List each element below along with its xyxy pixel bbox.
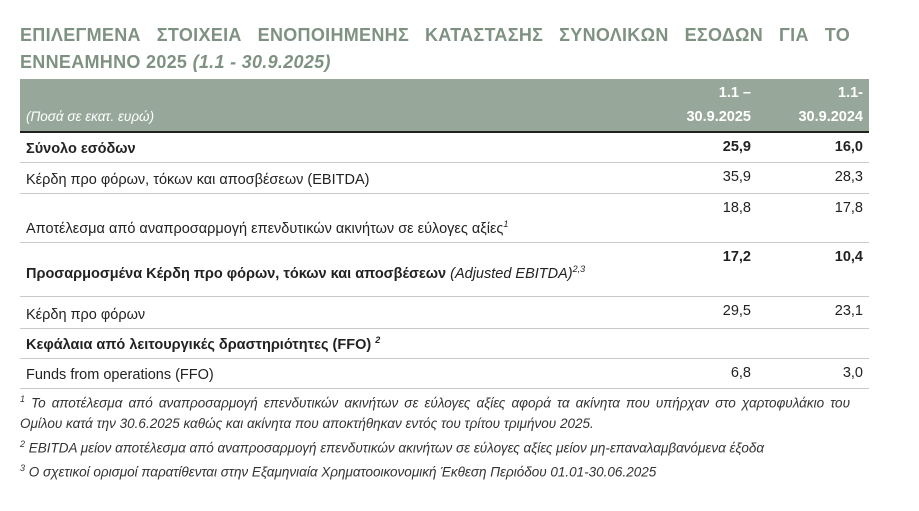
footnotes: 1 Το αποτέλεσμα από αναπροσαρμογή επενδυ…	[20, 389, 850, 483]
footnote-2: 2 EBITDA μείον αποτέλεσμα από αναπροσαρμ…	[20, 438, 765, 456]
title-main: ΕΠΙΛΕΓΜΕΝΑ ΣΤΟΙΧΕΙΑ ΕΝΟΠΟΙΗΜΕΝΗΣ ΚΑΤΑΣΤΑ…	[20, 25, 850, 72]
table-row: Κέρδη προ φόρων 29,5 23,1	[20, 296, 869, 329]
table-row: Κέρδη προ φόρων, τόκων και αποσβέσεων (E…	[20, 162, 869, 194]
footnote-1: 1 Το αποτέλεσμα από αναπροσαρμογή επενδυ…	[20, 394, 850, 431]
col-2024-header: 1.1- 30.9.2024	[757, 79, 869, 133]
footnote-3: 3 Ο σχετικοί ορισμοί παρατίθενται στην Ε…	[20, 463, 657, 480]
units-label: (Ποσά σε εκατ. ευρώ)	[20, 79, 645, 133]
page-title: ΕΠΙΛΕΓΜΕΝΑ ΣΤΟΙΧΕΙΑ ΕΝΟΠΟΙΗΜΕΝΗΣ ΚΑΤΑΣΤΑ…	[20, 22, 850, 76]
table-row: Αποτέλεσμα από αναπροσαρμογή επενδυτικών…	[20, 193, 869, 243]
table-row: Σύνολο εσόδων 25,9 16,0	[20, 132, 869, 163]
col-2025-header: 1.1 –30.9.2025	[645, 79, 757, 133]
financial-table: (Ποσά σε εκατ. ευρώ) 1.1 –30.9.2025 1.1-…	[20, 79, 869, 389]
table-row: Κεφάλαια από λειτουργικές δραστηριότητες…	[20, 328, 869, 359]
table-row: Funds from operations (FFO) 6,8 3,0	[20, 358, 869, 389]
table-row: Προσαρμοσμένα Κέρδη προ φόρων, τόκων και…	[20, 242, 869, 297]
title-period: (1.1 - 30.9.2025)	[192, 52, 331, 72]
table-header: (Ποσά σε εκατ. ευρώ) 1.1 –30.9.2025 1.1-…	[20, 79, 869, 133]
